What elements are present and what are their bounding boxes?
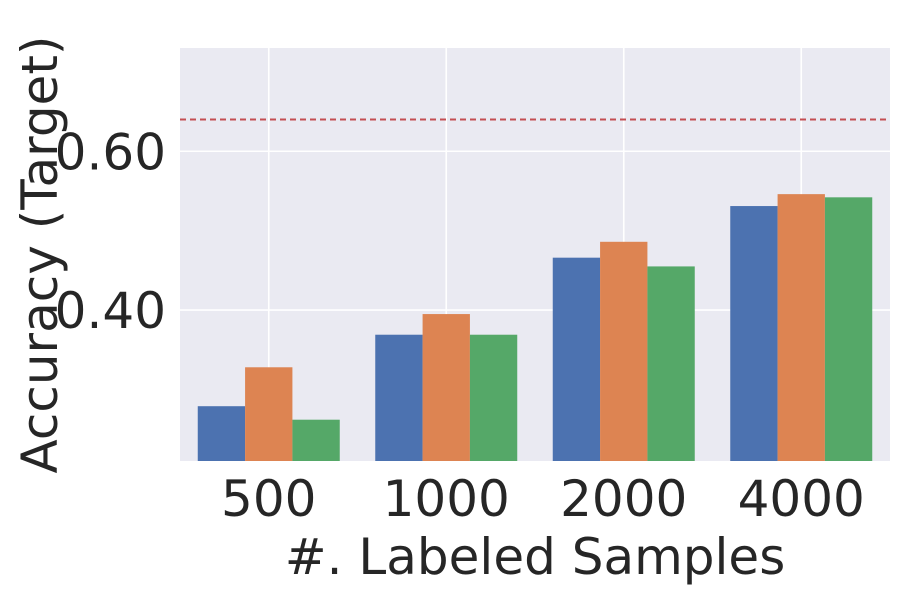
- bar-series-3-500: [292, 419, 340, 461]
- x-axis-title: #. Labeled Samples: [285, 528, 786, 586]
- bar-series-2-4000: [777, 194, 825, 461]
- bar-series-1-500: [197, 406, 246, 461]
- bar-series-1-4000: [730, 206, 778, 461]
- bar-series-1-1000: [375, 334, 423, 461]
- bar-series-3-2000: [647, 266, 695, 461]
- y-axis-title: Accuracy (Target): [11, 36, 69, 474]
- x-tick-label: 500: [221, 470, 316, 528]
- bars: [197, 194, 873, 462]
- x-tick-labels: 500 1000 2000 4000: [221, 470, 865, 528]
- bar-series-2-1000: [422, 314, 470, 461]
- x-tick-label: 2000: [560, 470, 687, 528]
- x-tick-label: 1000: [383, 470, 510, 528]
- x-tick-label: 4000: [738, 470, 865, 528]
- y-tick-labels: 0.40 0.60: [55, 123, 166, 340]
- bar-series-1-2000: [552, 257, 601, 461]
- bar-series-3-4000: [824, 197, 873, 462]
- bar-series-3-1000: [469, 334, 518, 461]
- y-tick-label: 0.60: [55, 123, 166, 181]
- bar-series-2-2000: [600, 241, 648, 461]
- bar-series-2-500: [245, 367, 293, 461]
- y-tick-label: 0.40: [55, 282, 166, 340]
